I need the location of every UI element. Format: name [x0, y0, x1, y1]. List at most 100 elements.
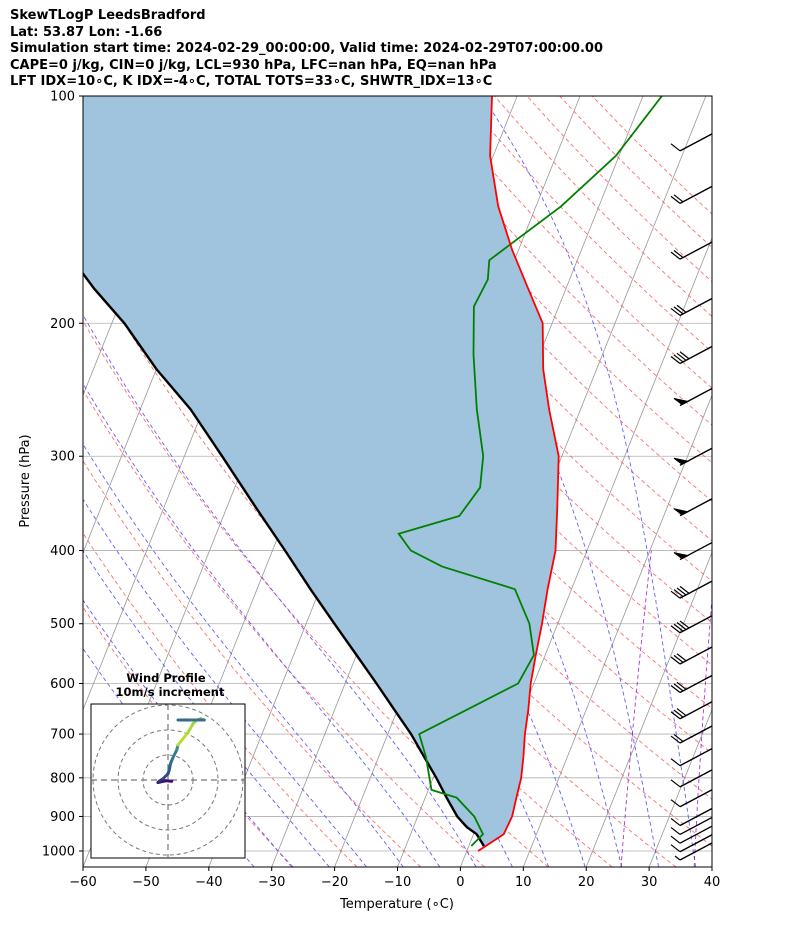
- wind-barb-staff: [679, 842, 713, 861]
- wind-barb-flag: [670, 711, 681, 720]
- dry-adiabat-line: [331, 96, 712, 502]
- isotherm-line: [585, 551, 712, 867]
- wind-barb-flag: [670, 826, 681, 835]
- moist-adiabat-line: [481, 96, 697, 867]
- convective-params-line: CAPE=0 j/kg, CIN=0 j/kg, LCL=930 hPa, LF…: [10, 57, 497, 73]
- x-tick-label: −60: [69, 875, 96, 890]
- dry-adiabat-line: [103, 96, 712, 800]
- wind-barb-flag: [679, 620, 690, 629]
- y-tick-label: 600: [50, 677, 75, 692]
- wind-barb-staff: [679, 825, 713, 844]
- wind-barb: [670, 646, 713, 665]
- wind-barb: [670, 133, 713, 152]
- wind-barb-staff: [679, 580, 713, 599]
- parcel-profile-line: [83, 271, 485, 847]
- y-tick-label: 100: [50, 90, 75, 105]
- wind-barb-flag: [673, 709, 684, 718]
- x-tick-label: −20: [321, 875, 348, 890]
- wind-barb-flag: [670, 779, 681, 788]
- wind-barb-flag: [676, 622, 687, 630]
- wind-barbs: [670, 133, 713, 861]
- wind-barb-flag: [673, 306, 684, 315]
- y-tick-label: 300: [50, 450, 75, 465]
- wind-barb-flag: [679, 351, 690, 360]
- x-tick-label: −30: [258, 875, 285, 890]
- wind-barb-staff: [679, 725, 713, 744]
- wind-barb-flag: [670, 307, 681, 316]
- hodograph-body: [91, 704, 245, 858]
- wind-barb-flag: [673, 683, 684, 692]
- wind-barb: [670, 834, 713, 853]
- temperature-line: [477, 96, 560, 852]
- wind-barb-flag: [673, 654, 684, 663]
- wind-barb-flag: [679, 585, 690, 594]
- moist-adiabat-line: [83, 498, 367, 867]
- wind-barb-flag: [676, 587, 687, 596]
- wind-barb: [670, 297, 713, 317]
- wind-barb-flag: [670, 844, 681, 853]
- x-tick-label: 0: [456, 875, 464, 890]
- wind-barb: [670, 701, 713, 720]
- x-tick-label: 10: [515, 875, 532, 890]
- y-tick-label: 1000: [42, 845, 75, 860]
- wind-barb-flag: [670, 799, 681, 808]
- dry-adiabat-line: [83, 185, 677, 867]
- wind-barb-staff: [679, 345, 713, 365]
- wind-barb-flag: [676, 681, 687, 690]
- dewpoint-line: [397, 96, 663, 847]
- wind-barb: [670, 185, 713, 205]
- moist-adiabat-line: [83, 133, 550, 867]
- wind-barb-staff: [679, 133, 713, 152]
- wind-barb-staff: [679, 646, 713, 665]
- cape-cin-shading: [83, 96, 559, 851]
- wind-barb: [670, 345, 713, 365]
- wind-barb-flag: [673, 733, 684, 742]
- wind-barb-flag: [670, 356, 681, 365]
- hodograph-title: Wind Profile: [126, 671, 206, 685]
- wind-barb-staff: [679, 615, 713, 634]
- wind-barb-staff: [679, 816, 713, 836]
- wind-barb: [670, 816, 713, 836]
- hodograph-subtitle: 10m/s increment: [116, 685, 225, 699]
- hodograph-segment: [186, 722, 195, 734]
- wind-barb: [670, 807, 713, 827]
- wind-barb-flag: [673, 623, 684, 632]
- chart-title: SkewTLogP LeedsBradford: [10, 8, 206, 23]
- wind-barb: [670, 580, 713, 599]
- x-axis-label: Temperature (∘C): [339, 897, 454, 912]
- wind-barb-staff: [679, 807, 713, 827]
- y-tick-label: 400: [50, 544, 75, 559]
- wind-barb-staff: [679, 674, 713, 694]
- wind-barb-flag: [670, 758, 681, 767]
- wind-barb-flag: [676, 304, 687, 313]
- wind-barb-staff: [679, 185, 713, 205]
- mixing-ratio-line: [620, 550, 652, 867]
- x-tick-label: 40: [704, 875, 721, 890]
- isotherm-line: [522, 394, 712, 867]
- wind-barb-flag: [670, 251, 681, 260]
- y-tick-label: 800: [50, 771, 75, 786]
- wind-barb-pennant: [673, 397, 690, 406]
- wind-barb-staff: [679, 834, 713, 853]
- y-axis-label: Pressure (hPa): [18, 434, 33, 527]
- axes: −60 −50 −40 −30 −20 −10 0 10 20 30 40 100 200 300 400 5…: [42, 90, 720, 891]
- wind-barb-flag: [673, 194, 684, 203]
- moist-adiabat-line: [208, 96, 623, 867]
- wind-barb-flag: [670, 656, 681, 665]
- wind-barb-pennant: [673, 552, 690, 560]
- wind-barb: [670, 748, 713, 767]
- isotherm-line: [648, 708, 712, 867]
- moist-adiabat-line: [83, 314, 477, 867]
- x-tick-label: 30: [641, 875, 658, 890]
- y-tick-label: 200: [50, 317, 75, 332]
- wind-barb: [670, 725, 713, 744]
- wind-barb-flag: [673, 354, 684, 363]
- wind-barb-flag: [674, 855, 681, 861]
- dry-adiabat-line: [396, 96, 712, 426]
- isotherm-line: [0, 96, 14, 867]
- wind-barb-flag: [670, 685, 681, 693]
- wind-barb-flag: [673, 589, 684, 598]
- wind-barb: [673, 541, 713, 561]
